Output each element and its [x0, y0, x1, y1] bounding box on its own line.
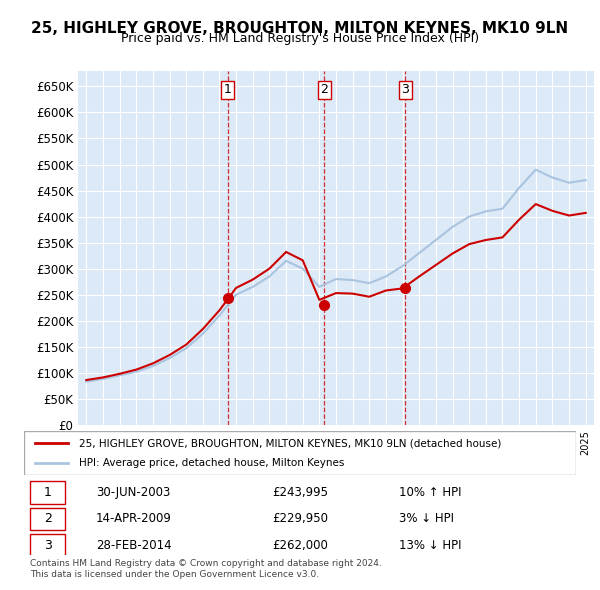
Text: 30-JUN-2003: 30-JUN-2003: [96, 486, 170, 499]
Text: Contains HM Land Registry data © Crown copyright and database right 2024.
This d: Contains HM Land Registry data © Crown c…: [30, 559, 382, 579]
Text: 2: 2: [320, 83, 328, 96]
Text: 14-APR-2009: 14-APR-2009: [96, 512, 172, 525]
FancyBboxPatch shape: [29, 507, 65, 530]
Text: 1: 1: [44, 486, 52, 499]
FancyBboxPatch shape: [29, 481, 65, 504]
Text: 10% ↑ HPI: 10% ↑ HPI: [400, 486, 462, 499]
Text: £243,995: £243,995: [272, 486, 328, 499]
Text: 25, HIGHLEY GROVE, BROUGHTON, MILTON KEYNES, MK10 9LN: 25, HIGHLEY GROVE, BROUGHTON, MILTON KEY…: [31, 21, 569, 35]
Text: Price paid vs. HM Land Registry's House Price Index (HPI): Price paid vs. HM Land Registry's House …: [121, 32, 479, 45]
Text: £262,000: £262,000: [272, 539, 328, 552]
FancyBboxPatch shape: [29, 534, 65, 556]
Text: 13% ↓ HPI: 13% ↓ HPI: [400, 539, 462, 552]
Text: 3% ↓ HPI: 3% ↓ HPI: [400, 512, 454, 525]
Text: £229,950: £229,950: [272, 512, 328, 525]
Text: HPI: Average price, detached house, Milton Keynes: HPI: Average price, detached house, Milt…: [79, 458, 344, 467]
Text: 2: 2: [44, 512, 52, 525]
FancyBboxPatch shape: [24, 431, 576, 475]
Text: 1: 1: [224, 83, 232, 96]
Text: 3: 3: [401, 83, 409, 96]
Text: 25, HIGHLEY GROVE, BROUGHTON, MILTON KEYNES, MK10 9LN (detached house): 25, HIGHLEY GROVE, BROUGHTON, MILTON KEY…: [79, 438, 502, 448]
Text: 28-FEB-2014: 28-FEB-2014: [96, 539, 172, 552]
Text: 3: 3: [44, 539, 52, 552]
